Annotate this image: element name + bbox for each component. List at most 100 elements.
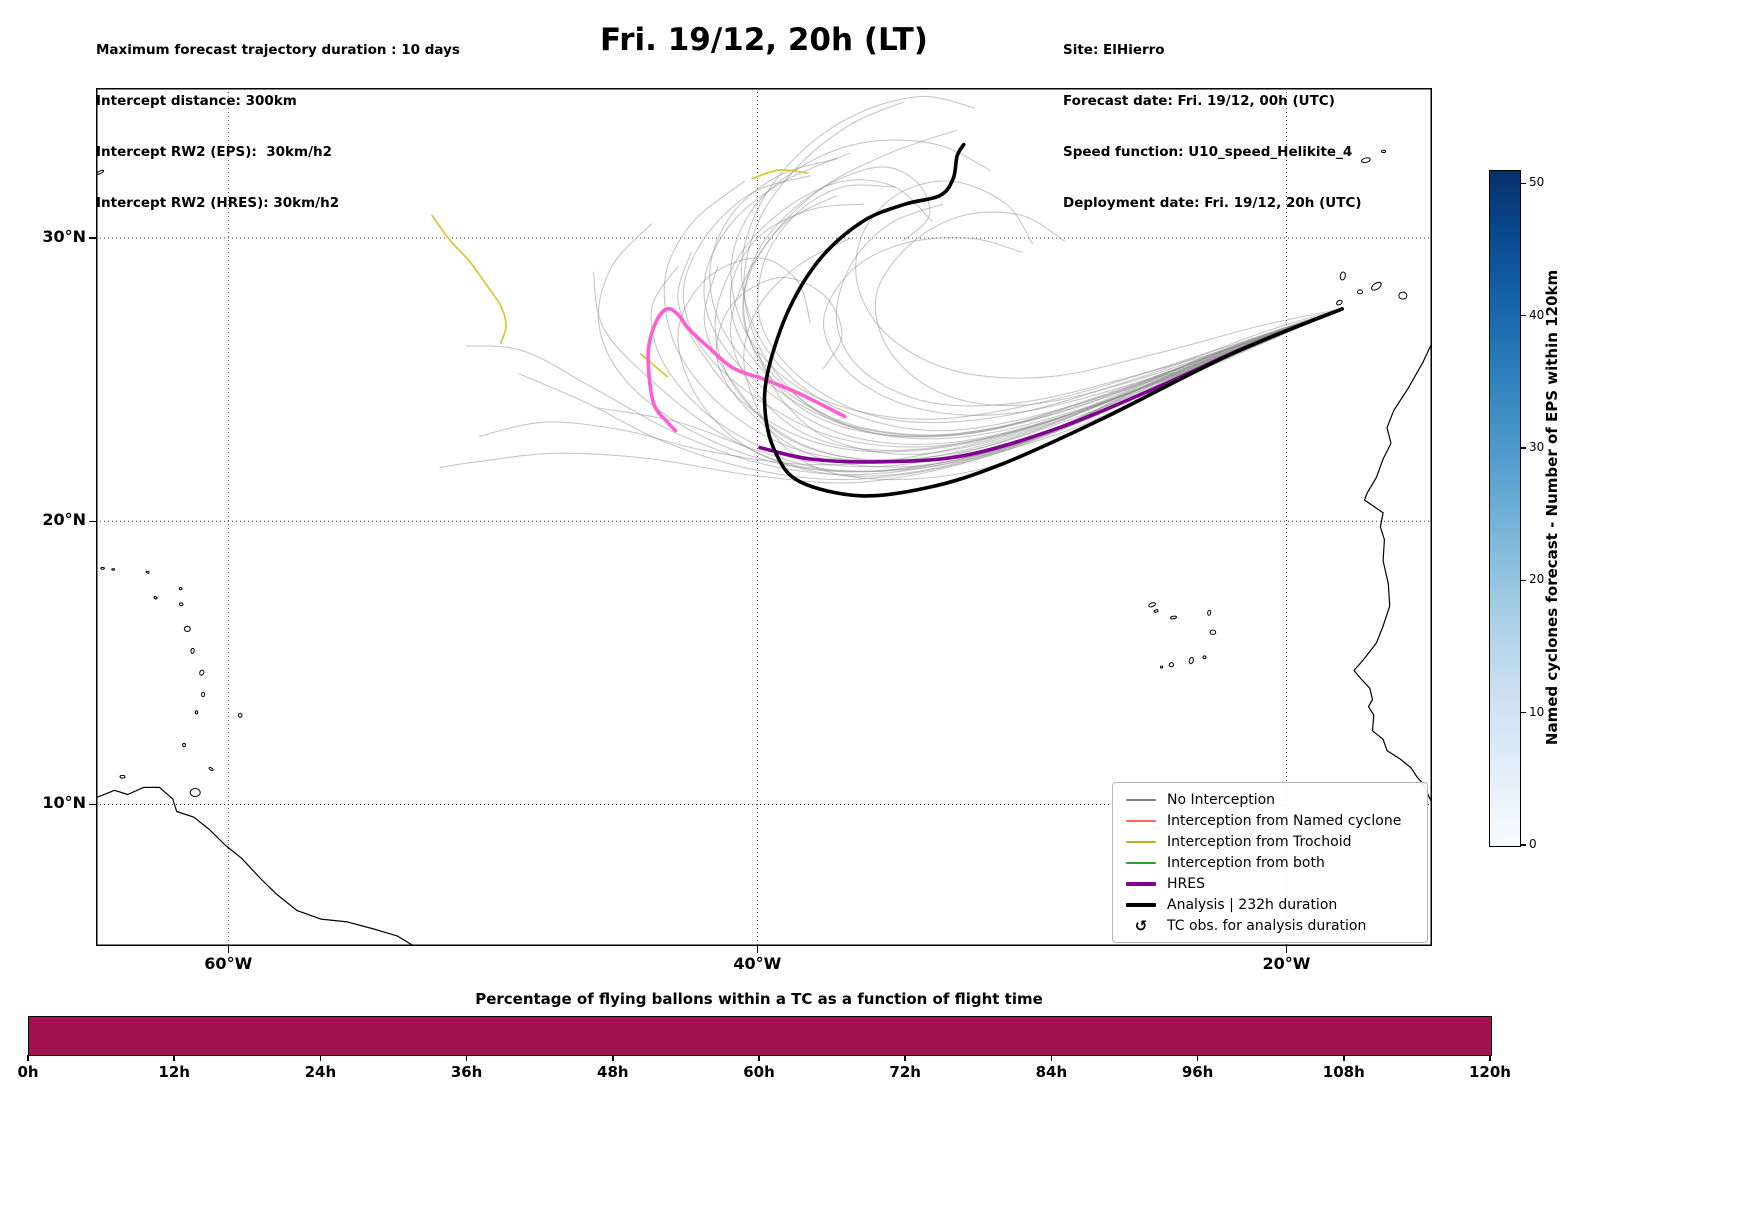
forecast-date-line: Forecast date: Fri. 19/12, 00h (UTC) xyxy=(1063,93,1335,109)
trajectory-ensemble-member xyxy=(518,308,1343,481)
bottom-axis-tick-label: 120h xyxy=(1469,1063,1511,1081)
island-virgin-islands-2 xyxy=(111,568,116,571)
island-maio xyxy=(1202,655,1207,660)
lon-tick-mark xyxy=(1285,946,1288,953)
speed-function-line: Speed function: U10_speed_Helikite_4 xyxy=(1063,144,1353,160)
trajectory-trochoid-segment xyxy=(431,214,507,344)
legend-label: Interception from Trochoid xyxy=(1167,833,1352,850)
bottom-axis-tick-label: 12h xyxy=(158,1063,190,1081)
trajectory-trochoid-segment xyxy=(640,353,669,378)
site-line: Site: ElHierro xyxy=(1063,42,1165,58)
legend-item: No Interception xyxy=(1117,789,1423,810)
trajectory-ensemble-member xyxy=(757,184,1343,423)
lat-tick-label: 20°N xyxy=(42,510,86,530)
lat-tick-mark xyxy=(89,237,96,239)
trajectory-ensemble-member xyxy=(743,101,1343,438)
lat-tick-mark xyxy=(89,803,96,806)
island-la-palma xyxy=(1339,271,1346,281)
lon-tick-label: 60°W xyxy=(204,954,253,973)
bottom-axis-tick-label: 36h xyxy=(450,1063,483,1081)
colorbar-tick-label: 10 xyxy=(1529,704,1545,719)
bottom-axis-tick-mark xyxy=(1343,1055,1345,1061)
header-right-block: Site: ElHierro Forecast date: Fri. 19/12… xyxy=(1063,8,1362,246)
map-frame xyxy=(96,88,1432,946)
legend-line-sample xyxy=(1123,798,1159,801)
island-antigua xyxy=(178,602,184,607)
bottom-axis-tick-label: 84h xyxy=(1035,1063,1068,1081)
lat-tick-mark xyxy=(89,520,96,522)
island-fogo xyxy=(1168,662,1175,668)
island-boa-vista xyxy=(1209,629,1217,635)
legend-item: HRES xyxy=(1117,873,1423,894)
trajectory-ensemble-member xyxy=(703,152,1343,445)
island-martinique xyxy=(199,669,205,676)
bottom-axis-tick-label: 108h xyxy=(1322,1063,1365,1081)
colorbar-label: Named cyclones forecast - Number of EPS … xyxy=(1543,269,1561,746)
legend-line xyxy=(1126,798,1156,801)
legend-item: ↺ TC obs. for analysis duration xyxy=(1117,915,1423,936)
trajectory-ensemble-member xyxy=(822,237,1343,416)
bottom-axis-tick-mark xyxy=(319,1055,322,1061)
legend-line xyxy=(1126,902,1156,907)
coastline-south_america xyxy=(96,786,415,946)
colorbar-tick-mark xyxy=(1520,712,1526,714)
island-santiago xyxy=(1188,656,1194,665)
colorbar xyxy=(1489,170,1521,847)
island-margarita xyxy=(119,774,126,779)
intercept-rw2-hres-line: Intercept RW2 (HRES): 30km/h2 xyxy=(96,195,340,211)
bottom-axis-tick-mark xyxy=(27,1055,29,1061)
colorbar-tick-label: 0 xyxy=(1529,837,1537,851)
legend-label: HRES xyxy=(1167,875,1205,892)
trajectory-trochoid-segment xyxy=(751,169,809,180)
legend-label: Interception from Named cyclone xyxy=(1167,812,1402,829)
island-anguilla xyxy=(145,570,150,574)
island-madeira xyxy=(1361,157,1371,164)
intercept-rw2-eps-line: Intercept RW2 (EPS): 30km/h2 xyxy=(96,144,332,160)
bottom-axis-tick-label: 48h xyxy=(597,1063,629,1081)
tc-obs-icon: ↺ xyxy=(1123,917,1159,935)
trajectory-ensemble-member xyxy=(874,211,1343,407)
island-brava xyxy=(1159,665,1164,669)
legend-line-sample xyxy=(1123,819,1159,822)
bottom-axis-tick-mark xyxy=(904,1055,906,1061)
island-sao-vicente xyxy=(1153,609,1159,613)
bottom-axis-tick-mark xyxy=(173,1055,175,1061)
legend-line-sample xyxy=(1123,861,1159,864)
colorbar-tick-label: 20 xyxy=(1529,572,1545,587)
grid-layer xyxy=(96,88,1432,946)
tc-percentage-bar xyxy=(28,1016,1492,1056)
bottom-axis-tick-mark xyxy=(758,1055,760,1061)
legend-item: Interception from Named cyclone xyxy=(1117,810,1423,831)
legend-label: No Interception xyxy=(1167,791,1276,808)
lon-tick-mark xyxy=(756,946,759,953)
island-st-lucia xyxy=(201,691,206,698)
deployment-date-line: Deployment date: Fri. 19/12, 20h (UTC) xyxy=(1063,195,1362,211)
legend-item: Interception from both xyxy=(1117,852,1423,873)
bottom-axis-tick-label: 96h xyxy=(1181,1063,1214,1081)
trajectory-ensemble-member xyxy=(682,175,1343,448)
trajectory-hres-continuation xyxy=(646,306,847,433)
lat-tick-label: 30°N xyxy=(42,227,86,247)
legend-line-sample xyxy=(1123,902,1159,907)
island-tenerife xyxy=(1371,281,1382,291)
bottom-axis-tick-label: 60h xyxy=(743,1063,775,1081)
island-st-kitts xyxy=(153,595,158,600)
legend-line xyxy=(1126,861,1156,864)
trajectory-ensemble-member xyxy=(855,180,1343,379)
island-sal xyxy=(1207,609,1212,616)
trajectory-layer xyxy=(431,95,1344,498)
legend-line xyxy=(1126,819,1156,822)
colorbar-tick-mark xyxy=(1520,447,1526,449)
lon-tick-label: 20°W xyxy=(1262,954,1311,973)
bottom-axis-tick-label: 72h xyxy=(889,1063,921,1081)
trajectory-ensemble-member xyxy=(740,95,1343,432)
island-barbuda xyxy=(178,587,183,591)
trajectory-analysis-232h-duration xyxy=(762,142,1344,498)
legend-line-sample xyxy=(1123,840,1159,843)
colorbar-tick-label: 40 xyxy=(1529,307,1545,322)
island-sao-nicolau xyxy=(1170,615,1177,620)
island-virgin-islands-1 xyxy=(100,566,105,570)
legend-label: Analysis | 232h duration xyxy=(1167,896,1338,913)
trajectory-map xyxy=(96,88,1432,946)
island-trinidad xyxy=(189,788,201,797)
